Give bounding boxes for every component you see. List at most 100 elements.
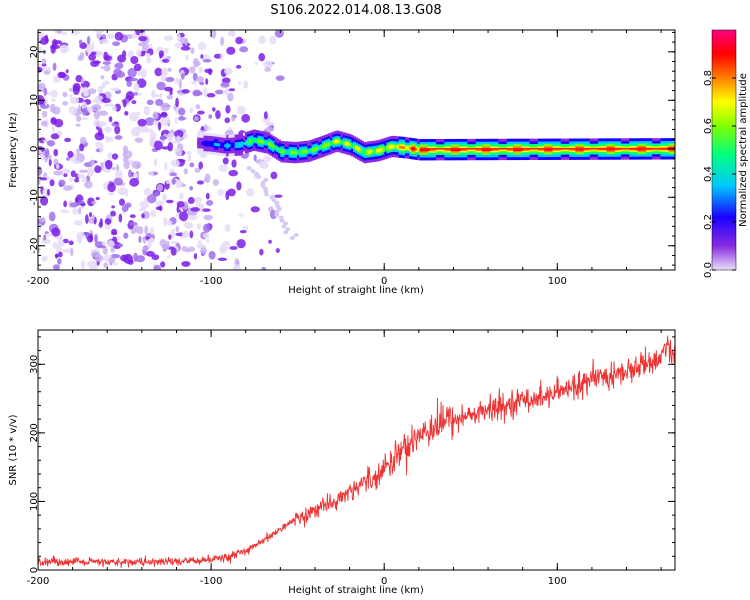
noise-blob [39, 177, 48, 181]
trace-segment [267, 142, 271, 146]
noise-blob [40, 238, 51, 245]
noise-blob [97, 128, 103, 137]
noise-blob [137, 118, 147, 127]
spectrogram-y-tick-label: 0 [29, 146, 40, 152]
spectrogram-trace [197, 129, 675, 164]
trace-segment [238, 143, 242, 147]
noise-blob [72, 208, 79, 215]
trace-segment [303, 150, 306, 154]
noise-blob [167, 67, 172, 72]
noise-blob [54, 254, 59, 258]
colorbar-tick-label: 0.8 [703, 70, 714, 86]
noise-blob [132, 172, 139, 178]
snr-y-tick-label: 100 [29, 492, 40, 511]
trace-segment [278, 148, 281, 152]
noise-blob [224, 87, 229, 96]
noise-blob [92, 60, 101, 64]
noise-blob [63, 200, 68, 208]
noise-blob [95, 141, 102, 148]
noise-blob [189, 66, 196, 74]
noise-blob [158, 50, 165, 58]
noise-blob [175, 226, 180, 233]
trace-segment [203, 141, 207, 145]
noise-blob [131, 100, 137, 105]
trace-segment [448, 148, 452, 152]
trace-segment [394, 145, 398, 149]
noise-blob [167, 141, 174, 152]
trace-segment [201, 141, 205, 145]
noise-blob [160, 102, 171, 112]
noise-blob [79, 143, 85, 152]
noise-blob [197, 42, 207, 51]
noise-blob [175, 179, 183, 189]
noise-blob [231, 115, 236, 122]
noise-blob [159, 92, 163, 99]
noise-blob [110, 247, 116, 253]
noise-blob [170, 247, 177, 256]
noise-blob [203, 214, 214, 221]
noise-blob [181, 89, 190, 94]
noise-blob [192, 89, 202, 97]
noise-blob [103, 64, 111, 72]
spectrogram-y-tick-label: 10 [29, 94, 40, 107]
trace-segment [338, 140, 342, 144]
trace-segment [452, 148, 456, 152]
noise-blob [91, 214, 95, 220]
noise-blob [111, 205, 115, 209]
trace-segment [305, 150, 308, 153]
trace-segment [274, 146, 277, 150]
noise-blob [144, 225, 149, 236]
spectrogram-xlabel: Height of straight line (km) [288, 285, 424, 296]
trace-segment [284, 150, 288, 154]
trace-segment [350, 144, 354, 148]
noise-blob [80, 202, 86, 207]
trace-segment [282, 150, 286, 154]
noise-blob [138, 235, 142, 244]
noise-blob [85, 214, 89, 224]
noise-blob [56, 30, 63, 35]
noise-blob [38, 223, 42, 232]
noise-blob [260, 180, 266, 185]
noise-blob [231, 159, 237, 168]
noise-blob [68, 105, 77, 115]
noise-blob [165, 199, 174, 204]
noise-blob [265, 121, 275, 127]
trace-segment [276, 147, 279, 151]
noise-blob [50, 117, 57, 125]
trace-segment [415, 147, 419, 151]
trace-segment [299, 150, 302, 154]
noise-blob [101, 98, 112, 104]
noise-blob [190, 80, 197, 85]
noise-blob [167, 254, 171, 259]
noise-blob [187, 196, 195, 205]
noise-blob [47, 154, 52, 160]
noise-blob [114, 31, 124, 41]
snr-y-tick-label: 0 [29, 567, 40, 573]
noise-blob [142, 245, 149, 251]
trace-segment [390, 145, 394, 149]
noise-blob [161, 243, 170, 250]
noise-blob [211, 30, 217, 39]
noise-blob [131, 33, 138, 39]
noise-blob [226, 46, 236, 55]
noise-blob [274, 30, 284, 38]
noise-blob [141, 213, 145, 219]
trace-segment [402, 146, 406, 150]
noise-blob [250, 206, 260, 213]
noise-blob [193, 252, 198, 260]
noise-blob [271, 198, 277, 203]
noise-blob [260, 183, 266, 188]
trace-segment [218, 143, 221, 147]
noise-blob [207, 68, 213, 76]
colorbar-frame [711, 29, 737, 271]
noise-blob [174, 77, 180, 85]
noise-blob [77, 104, 82, 114]
noise-blob [88, 212, 93, 218]
noise-blob [62, 101, 69, 106]
trace-segment [236, 143, 240, 147]
noise-blob [75, 74, 83, 83]
noise-blob [217, 257, 228, 261]
noise-blob [114, 135, 123, 140]
trace-segment [240, 142, 244, 146]
trace-segment [272, 145, 275, 148]
